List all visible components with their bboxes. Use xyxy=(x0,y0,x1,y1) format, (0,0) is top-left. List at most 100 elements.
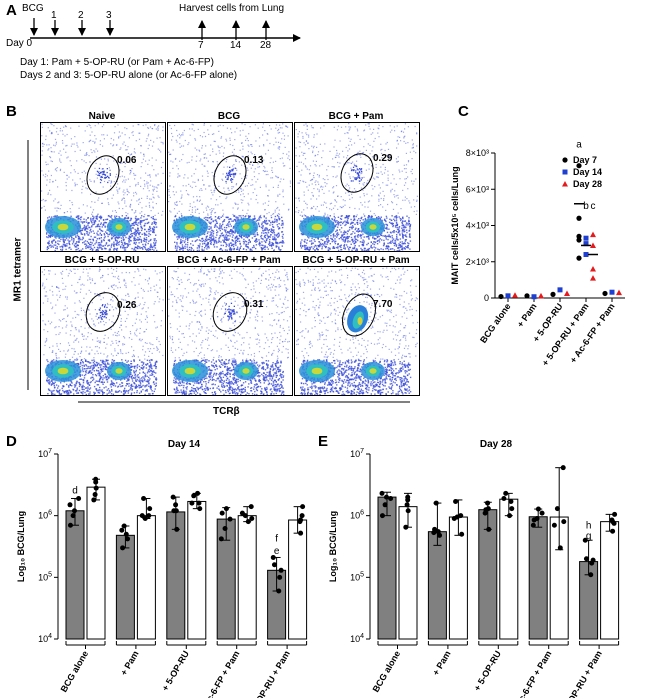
point-day14 xyxy=(583,252,589,257)
x-tick-label: BCG alone xyxy=(478,301,513,344)
density-peak xyxy=(369,368,377,374)
x-tick-label: + Pam xyxy=(119,649,141,677)
point-day14 xyxy=(609,289,615,295)
day-3-label: 3 xyxy=(106,10,112,21)
flow-title-bcg-5opru-pam: BCG + 5-OP-RU + Pam xyxy=(302,255,410,266)
data-point xyxy=(404,502,410,508)
data-point xyxy=(551,522,557,528)
data-point xyxy=(120,545,126,551)
data-point xyxy=(530,522,536,528)
x-tick-label: + 5-OP-RU xyxy=(472,649,503,693)
significance-letter: a xyxy=(576,140,582,151)
bar xyxy=(427,531,447,640)
data-point xyxy=(531,517,537,523)
flow-plot-bcg-5opru xyxy=(40,266,166,396)
chart-title: Day 28 xyxy=(480,439,513,450)
data-point xyxy=(239,510,245,516)
data-point xyxy=(405,494,411,500)
point-day28 xyxy=(590,266,596,272)
data-point xyxy=(196,500,202,506)
data-point xyxy=(557,545,563,551)
y-tick-label: 0 xyxy=(484,293,489,303)
data-point xyxy=(125,536,131,542)
data-point xyxy=(173,502,179,508)
point-day7 xyxy=(602,290,608,297)
x-tick-label: + 5-OP-RU + Pam xyxy=(540,301,591,367)
point-day14 xyxy=(583,235,589,241)
y-tick-label: 107 xyxy=(350,448,364,459)
data-point xyxy=(379,490,385,496)
data-point xyxy=(174,526,180,532)
data-point xyxy=(539,510,545,516)
x-tick-label: + 5-OP-RU + Pam xyxy=(558,649,604,698)
point-day28 xyxy=(564,290,570,296)
data-point xyxy=(535,506,541,512)
chart-title: Day 14 xyxy=(168,439,201,450)
data-point xyxy=(299,513,305,519)
data-point xyxy=(276,588,282,594)
data-point xyxy=(298,530,304,536)
point-day7 xyxy=(498,293,504,300)
legend-label: Day 7 xyxy=(573,155,597,165)
data-point xyxy=(610,519,616,525)
data-point xyxy=(277,574,283,580)
y-tick-label: 104 xyxy=(38,633,52,644)
data-point xyxy=(588,572,594,578)
data-point xyxy=(147,506,153,512)
mait-population-peak xyxy=(357,317,363,325)
bar xyxy=(288,519,308,640)
data-point xyxy=(70,513,76,519)
data-point xyxy=(405,508,411,514)
flow-title-bcg-ac6fp-pam: BCG + Ac-6-FP + Pam xyxy=(177,255,281,266)
up-arrows xyxy=(198,20,270,40)
data-point xyxy=(483,507,489,513)
data-point xyxy=(248,504,254,510)
data-point xyxy=(383,494,389,500)
significance-letter: h xyxy=(586,520,592,531)
protocol-note-1: Day 1: Pam + 5-OP-RU (or Pam + Ac-6-FP) xyxy=(20,57,214,68)
density-peak xyxy=(311,223,323,231)
bar xyxy=(528,516,548,640)
data-point xyxy=(93,479,99,485)
legend-marker-day28 xyxy=(562,181,568,187)
bar xyxy=(237,515,257,640)
point-day7 xyxy=(576,163,582,169)
data-point xyxy=(561,519,567,525)
data-point xyxy=(507,513,513,519)
bar xyxy=(600,521,620,640)
density-peak xyxy=(184,367,196,375)
x-tick-label: + 5-OP-RU xyxy=(160,649,191,693)
data-point xyxy=(76,495,82,501)
density-peak xyxy=(115,224,123,230)
point-day14 xyxy=(557,287,563,293)
data-point xyxy=(123,531,129,537)
y-tick-label: 106 xyxy=(350,510,364,521)
data-point xyxy=(503,490,509,496)
y-tick-label: 106 xyxy=(38,510,52,521)
significance-letter: e xyxy=(274,546,280,557)
point-day14 xyxy=(531,294,537,300)
x-tick-label: + Ac-6-FP + Pam xyxy=(197,649,241,698)
panel-b-label: B xyxy=(6,103,17,120)
flow-title-bcg-pam: BCG + Pam xyxy=(328,111,384,122)
flow-plot-bcg-5opru-pam xyxy=(294,266,420,396)
y-tick-label: 8×10³ xyxy=(466,148,489,158)
panel-e-label: E xyxy=(318,433,329,450)
x-tick-label: BCG alone xyxy=(59,649,91,694)
data-point xyxy=(119,527,125,533)
data-point xyxy=(435,529,441,535)
y-tick-label: 105 xyxy=(38,571,52,582)
data-point xyxy=(245,519,251,525)
data-point xyxy=(433,500,439,506)
data-point xyxy=(459,531,465,537)
data-point xyxy=(583,556,589,562)
density-peak xyxy=(184,223,196,231)
data-point xyxy=(486,526,492,532)
day-2-label: 2 xyxy=(78,10,84,21)
data-point xyxy=(67,522,73,528)
data-point xyxy=(121,523,127,529)
legend-label: Day 28 xyxy=(573,179,602,189)
data-point xyxy=(249,515,255,521)
y-tick-label: 105 xyxy=(350,571,364,582)
legend-marker-day7 xyxy=(562,157,568,163)
